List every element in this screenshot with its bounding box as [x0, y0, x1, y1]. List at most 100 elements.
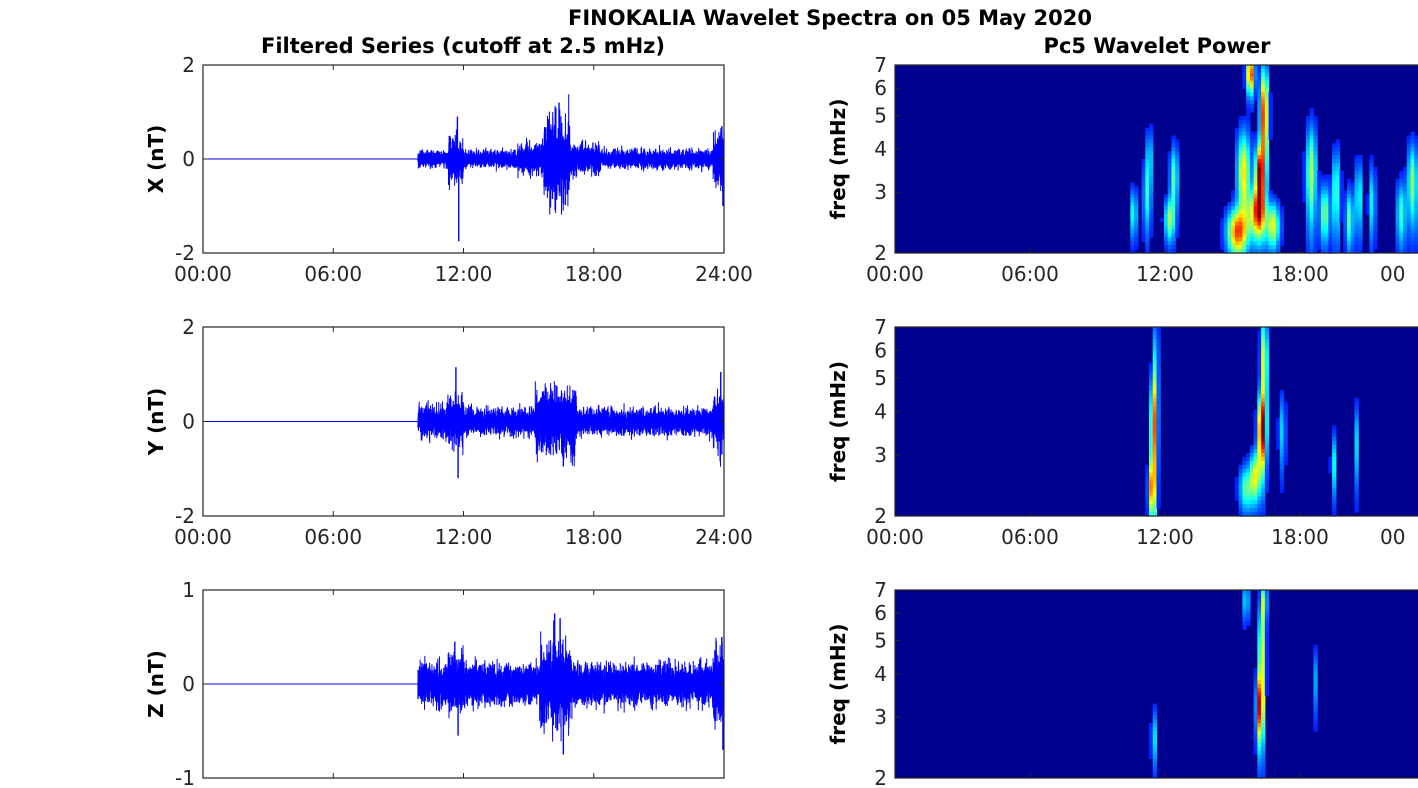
wavelet-power-cell	[1305, 206, 1311, 211]
wavelet-power-cell	[1403, 245, 1408, 250]
wavelet-power-cell	[1156, 496, 1161, 501]
wavelet-power-cell	[1171, 139, 1176, 144]
wavelet-power-cell	[1171, 241, 1176, 246]
wavelet-power-cell	[1234, 155, 1240, 160]
wavelet-power-cell	[1257, 633, 1262, 638]
wavelet-power-cell	[1305, 174, 1311, 180]
wavelet-power-cell	[1246, 492, 1251, 497]
wavelet-power-cell	[1276, 429, 1281, 434]
wavelet-power-cell	[1261, 456, 1266, 462]
wavelet-power-cell	[1163, 202, 1169, 207]
wavelet-power-cell	[1257, 691, 1262, 697]
wavelet-power-cell	[1167, 233, 1173, 238]
wavelet-power-cell	[1242, 500, 1247, 505]
wavelet-power-cell	[1313, 139, 1318, 144]
wavelet-power-cell	[1238, 484, 1244, 490]
wavelet-power-cell	[1313, 668, 1318, 673]
series-ytick-label: 2	[182, 315, 195, 339]
wavelet-power-cell	[1149, 170, 1154, 176]
wavelet-power-cell	[1305, 190, 1311, 195]
wavelet-power-cell	[1264, 378, 1270, 383]
wavelet-power-cell	[1264, 468, 1270, 474]
wavelet-power-cell	[1231, 190, 1236, 195]
wavelet-power-cell	[1414, 209, 1418, 215]
wavelet-power-cell	[1249, 151, 1255, 156]
wavelet-power-cell	[1156, 327, 1161, 332]
wavelet-power-cell	[1253, 217, 1258, 223]
wavelet-power-cell	[1246, 92, 1251, 97]
wavelet-power-cell	[1145, 147, 1150, 152]
wavelet-power-cell	[1257, 174, 1262, 180]
wavelet-power-cell	[1175, 225, 1180, 231]
wavelet-power-cell	[1253, 221, 1258, 227]
wavelet-power-cell	[1261, 617, 1266, 622]
wavelet-power-cell	[1279, 217, 1285, 223]
wavelet-power-cell	[1268, 131, 1273, 137]
wavelet-power-cell	[1261, 687, 1266, 693]
wavelet-power-cell	[1149, 217, 1154, 223]
wavelet-power-cell	[1339, 170, 1344, 176]
wavelet-power-cell	[1257, 198, 1262, 203]
wavelet-power-cell	[1414, 245, 1418, 250]
wavelet-power-cell	[1242, 601, 1247, 607]
wavelet-power-cell	[1309, 112, 1314, 117]
wavelet-power-cell	[1313, 672, 1318, 677]
wavelet-power-cell	[1246, 217, 1251, 223]
wavelet-power-cell	[1399, 217, 1404, 223]
wavelet-power-cell	[1257, 754, 1262, 760]
wavelet-power-cell	[1246, 143, 1251, 148]
wavelet-power-cell	[1234, 139, 1240, 144]
wavelet-power-cell	[1261, 480, 1266, 486]
wavelet-power-cell	[1268, 241, 1273, 246]
wavelet-power-cell	[1249, 464, 1255, 470]
wavelet-power-cell	[1246, 488, 1251, 493]
wavelet-power-cell	[1335, 206, 1341, 211]
wavelet-power-cell	[1257, 80, 1262, 86]
wavelet-power-cell	[1156, 401, 1161, 407]
wavelet-power-cell	[1152, 330, 1158, 336]
wavelet-power-cell	[1320, 209, 1326, 215]
wavelet-power-cell	[1309, 127, 1314, 133]
wavelet-power-cell	[1410, 217, 1415, 223]
wavelet-power-cell	[1242, 174, 1247, 180]
wavelet-power-cell	[1279, 484, 1285, 490]
wavelet-power-cell	[1399, 182, 1404, 188]
wavelet-power-cell	[1414, 241, 1418, 246]
wavelet-power-cell	[1313, 127, 1318, 133]
wavelet-power-cell	[1332, 445, 1337, 450]
wavelet-power-cell	[1373, 221, 1378, 227]
wavelet-power-cell	[1238, 476, 1244, 482]
wavelet-power-cell	[1149, 209, 1154, 215]
wavelet-power-cell	[1242, 65, 1247, 70]
wavelet-power-cell	[1264, 143, 1270, 148]
wavelet-power-cell	[1253, 512, 1258, 517]
wavelet-power-cell	[1242, 151, 1247, 156]
wavelet-power-cell	[1253, 76, 1258, 82]
wavelet-power-cell	[1309, 135, 1314, 141]
wavelet-power-cell	[1305, 143, 1311, 148]
wavelet-power-cell	[1261, 76, 1266, 82]
wavelet-power-cell	[1149, 723, 1154, 728]
wavelet-power-cell	[1156, 488, 1161, 493]
wavelet-power-cell	[1279, 393, 1285, 399]
wavelet-power-cell	[1253, 72, 1258, 78]
wavelet-power-cell	[1238, 178, 1244, 184]
wavelet-power-cell	[1171, 237, 1176, 242]
wavelet-power-cell	[1242, 186, 1247, 191]
wavelet-power-cell	[1313, 221, 1318, 227]
wavelet-power-cell	[1238, 241, 1244, 246]
wavelet-power-cell	[1249, 198, 1255, 203]
wavelet-power-cell	[1264, 609, 1270, 615]
wavelet-power-cell	[1279, 488, 1285, 493]
wavelet-power-cell	[1264, 633, 1270, 638]
wavelet-power-cell	[1317, 245, 1322, 250]
wavelet-power-cell	[1167, 186, 1173, 191]
wavelet-power-cell	[1305, 178, 1311, 184]
wavelet-power-cell	[1257, 92, 1262, 97]
wavelet-power-cell	[1261, 135, 1266, 141]
wavelet-power-cell	[1149, 417, 1154, 423]
wavelet-power-cell	[1309, 182, 1314, 188]
wavelet-power-cell	[1149, 504, 1154, 509]
wavelet-power-cell	[1152, 441, 1158, 446]
wavelet-power-cell	[1313, 147, 1318, 152]
